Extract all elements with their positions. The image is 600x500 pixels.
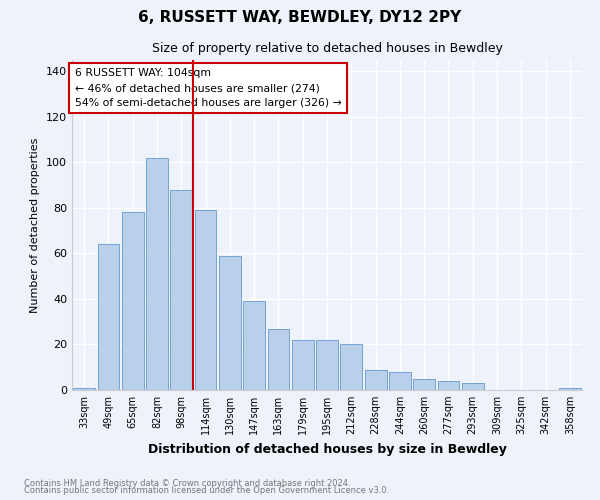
- Bar: [437, 381, 460, 390]
- Bar: [146, 158, 168, 390]
- Bar: [170, 190, 192, 390]
- Bar: [122, 212, 143, 390]
- X-axis label: Distribution of detached houses by size in Bewdley: Distribution of detached houses by size …: [148, 442, 506, 456]
- Bar: [413, 378, 435, 390]
- Text: 6, RUSSETT WAY, BEWDLEY, DY12 2PY: 6, RUSSETT WAY, BEWDLEY, DY12 2PY: [139, 10, 461, 25]
- Bar: [365, 370, 386, 390]
- Bar: [340, 344, 362, 390]
- Bar: [559, 388, 581, 390]
- Text: 6 RUSSETT WAY: 104sqm
← 46% of detached houses are smaller (274)
54% of semi-det: 6 RUSSETT WAY: 104sqm ← 46% of detached …: [74, 68, 341, 108]
- Text: Contains HM Land Registry data © Crown copyright and database right 2024.: Contains HM Land Registry data © Crown c…: [24, 478, 350, 488]
- Bar: [73, 388, 95, 390]
- Bar: [194, 210, 217, 390]
- Bar: [462, 383, 484, 390]
- Text: Contains public sector information licensed under the Open Government Licence v3: Contains public sector information licen…: [24, 486, 389, 495]
- Bar: [243, 301, 265, 390]
- Bar: [292, 340, 314, 390]
- Bar: [389, 372, 411, 390]
- Bar: [97, 244, 119, 390]
- Title: Size of property relative to detached houses in Bewdley: Size of property relative to detached ho…: [152, 42, 502, 54]
- Bar: [316, 340, 338, 390]
- Bar: [268, 328, 289, 390]
- Bar: [219, 256, 241, 390]
- Y-axis label: Number of detached properties: Number of detached properties: [31, 138, 40, 312]
